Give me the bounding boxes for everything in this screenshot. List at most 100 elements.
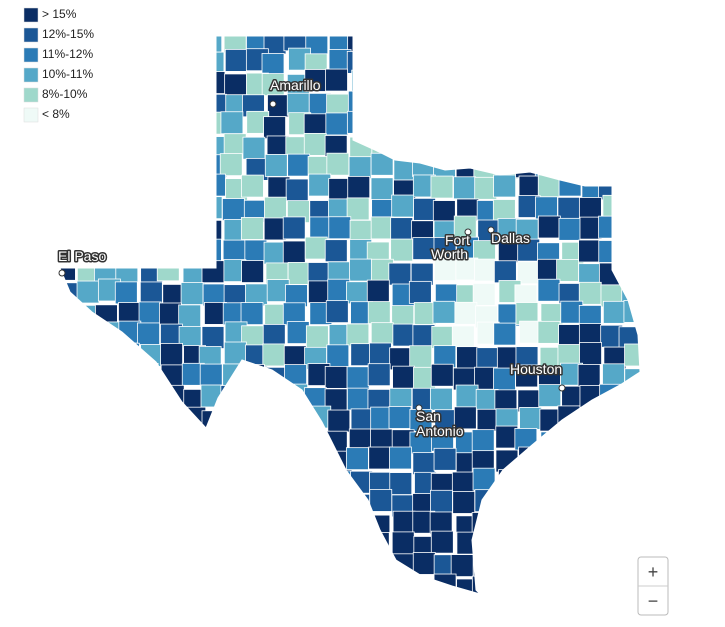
county <box>620 533 640 557</box>
county <box>284 595 306 617</box>
county <box>455 53 479 77</box>
county <box>598 531 622 554</box>
county <box>118 426 142 450</box>
county <box>619 89 640 113</box>
county <box>201 51 225 75</box>
county <box>243 431 267 454</box>
legend-label: 10%-11% <box>42 67 93 81</box>
county <box>430 363 454 387</box>
county <box>346 50 370 74</box>
county <box>325 112 349 136</box>
county <box>392 365 415 389</box>
county <box>498 469 521 493</box>
county <box>284 364 307 388</box>
county <box>98 136 121 159</box>
county <box>367 114 390 138</box>
county <box>181 448 205 472</box>
county <box>76 280 100 304</box>
county <box>160 407 183 431</box>
county <box>284 428 307 452</box>
city-label: Houston <box>510 361 562 377</box>
county <box>99 600 121 622</box>
county <box>140 155 164 179</box>
county <box>72 321 96 345</box>
county <box>346 281 369 305</box>
county <box>242 364 265 387</box>
county <box>602 363 625 387</box>
county <box>538 384 562 407</box>
county <box>370 322 394 346</box>
county <box>220 449 244 473</box>
county <box>286 494 309 518</box>
county <box>577 363 601 387</box>
county <box>159 95 183 119</box>
county <box>223 597 245 619</box>
county <box>286 92 310 116</box>
county <box>558 324 581 347</box>
county <box>201 260 225 284</box>
county <box>495 449 519 473</box>
county <box>203 595 225 617</box>
city-label: San Antonio <box>416 408 464 439</box>
county <box>347 90 371 114</box>
county <box>412 552 436 575</box>
county <box>203 447 226 470</box>
city-label: El Paso <box>58 248 106 264</box>
county <box>642 238 664 260</box>
county <box>158 71 182 95</box>
county <box>286 321 310 344</box>
county <box>515 113 539 137</box>
county <box>244 409 268 433</box>
county <box>177 221 201 245</box>
county <box>456 531 480 555</box>
county <box>325 511 349 535</box>
county <box>95 514 119 538</box>
county <box>578 575 602 594</box>
county <box>287 576 311 594</box>
county <box>77 179 101 203</box>
county <box>73 512 97 536</box>
county <box>348 156 372 180</box>
county <box>119 114 143 138</box>
county <box>306 556 330 580</box>
county <box>116 218 140 242</box>
county <box>576 68 600 92</box>
county <box>561 513 584 537</box>
county <box>350 408 374 432</box>
county <box>114 197 138 221</box>
county <box>411 578 435 594</box>
county <box>283 36 307 52</box>
county <box>180 282 204 305</box>
county <box>641 491 663 513</box>
county <box>601 94 625 117</box>
county <box>538 533 561 557</box>
county <box>309 450 333 474</box>
county <box>493 174 517 198</box>
county <box>432 300 456 324</box>
county <box>535 196 558 220</box>
county <box>623 53 640 76</box>
county <box>245 469 269 493</box>
county <box>75 131 98 155</box>
zoom-out[interactable]: − <box>648 591 659 611</box>
county <box>472 110 496 134</box>
county <box>496 534 520 558</box>
county <box>157 428 181 452</box>
county <box>641 93 663 115</box>
county <box>137 216 161 240</box>
county <box>60 282 80 306</box>
zoom-in[interactable]: + <box>648 562 659 582</box>
legend: > 15% 12%-15% 11%-12% 10%-11% 8%-10% < 8% <box>23 7 94 123</box>
county <box>77 112 101 135</box>
county <box>94 408 118 432</box>
county <box>519 407 543 430</box>
county <box>287 153 311 177</box>
county <box>94 344 118 368</box>
county <box>476 50 499 73</box>
county <box>390 599 412 621</box>
county <box>182 175 205 199</box>
county <box>597 430 621 454</box>
county <box>495 555 519 579</box>
county <box>600 468 624 492</box>
county <box>517 135 540 159</box>
